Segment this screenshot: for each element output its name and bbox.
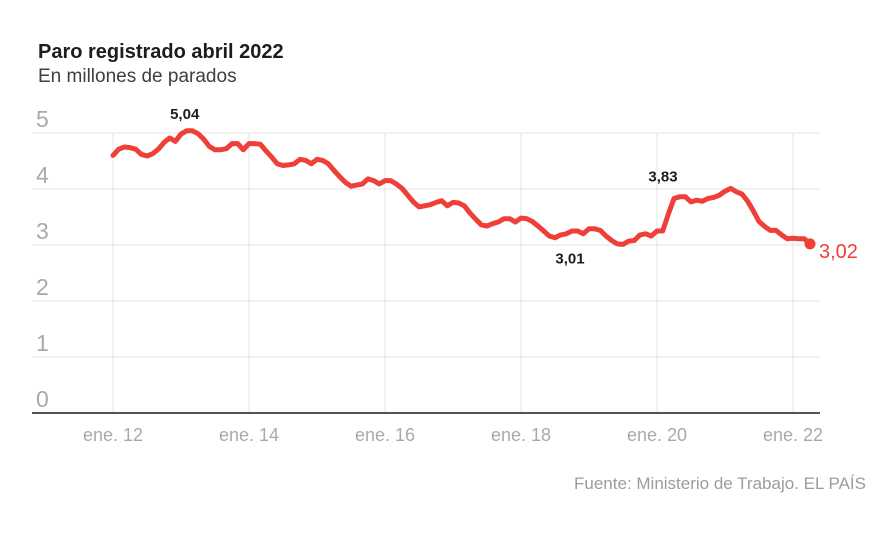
unemployment-line: [110, 128, 813, 247]
x-tick-label: ene. 18: [491, 425, 551, 445]
y-tick-label: 1: [36, 330, 49, 356]
end-point-dot: [804, 238, 816, 250]
chart-title: Paro registrado abril 2022: [38, 41, 284, 63]
annotation-label: 5,04: [170, 106, 200, 123]
y-tick-label: 3: [36, 218, 49, 244]
x-tick-label: ene. 14: [219, 425, 279, 445]
y-tick-label: 0: [36, 386, 49, 412]
x-tick-label: ene. 22: [763, 425, 823, 445]
annotation-label: 3,02: [819, 241, 858, 263]
y-tick-label: 2: [36, 274, 49, 300]
x-tick-label: ene. 16: [355, 425, 415, 445]
chart-subtitle: En millones de parados: [38, 66, 237, 87]
annotation-label: 3,01: [555, 250, 584, 267]
x-tick-label: ene. 12: [83, 425, 143, 445]
y-tick-label: 4: [36, 162, 49, 188]
x-tick-label: ene. 20: [627, 425, 687, 445]
annotation-label: 3,83: [648, 169, 677, 186]
y-tick-label: 5: [36, 106, 49, 132]
source-attribution: Fuente: Ministerio de Trabajo. EL PAÍS: [574, 474, 866, 493]
